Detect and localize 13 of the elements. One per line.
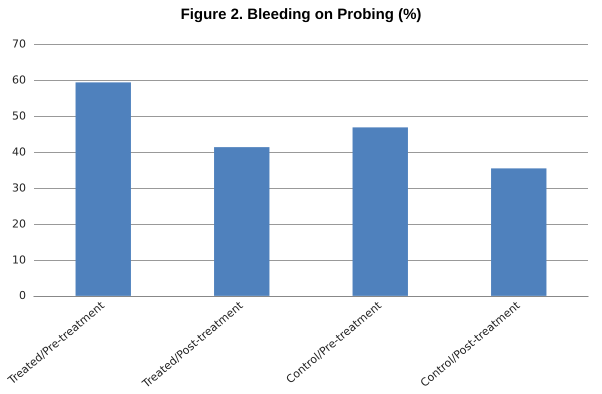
- y-tick-label: 70: [12, 37, 26, 50]
- y-tick-label: 50: [12, 109, 26, 122]
- chart-title: Figure 2. Bleeding on Probing (%): [180, 6, 422, 23]
- bar: [76, 82, 131, 296]
- bar: [352, 127, 408, 296]
- bar: [491, 168, 546, 296]
- y-tick-label: 0: [18, 289, 26, 302]
- y-tick-label: 10: [12, 253, 26, 266]
- y-tick-label: 60: [12, 73, 26, 86]
- bar: [214, 147, 270, 296]
- y-tick-label: 20: [12, 217, 26, 230]
- y-tick-label: 40: [12, 145, 26, 158]
- y-tick-label: 30: [12, 181, 26, 194]
